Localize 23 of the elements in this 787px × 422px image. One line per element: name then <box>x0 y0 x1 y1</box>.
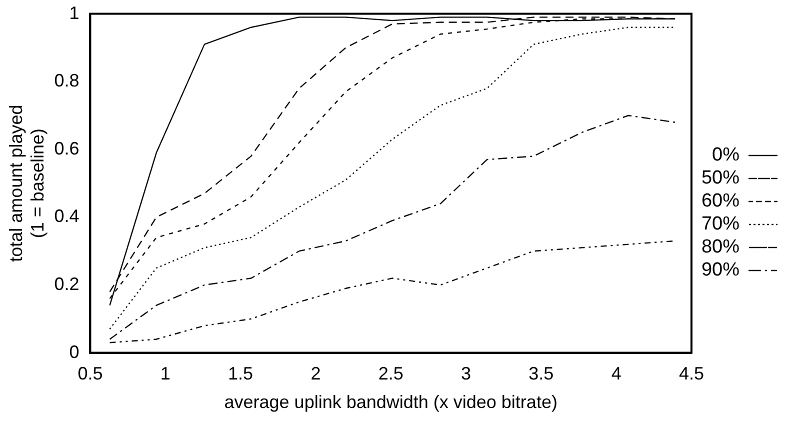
x-tick-label: 1 <box>160 364 170 384</box>
y-tick-label: 0.6 <box>54 138 80 158</box>
y-tick-label: 0 <box>69 342 80 362</box>
x-tick-label: 1.5 <box>228 364 254 384</box>
x-tick-label: 3.5 <box>528 364 554 384</box>
y-axis-title: total amount played (1 = baseline) <box>6 104 48 262</box>
legend-label: 80% <box>701 236 740 258</box>
x-tick-label: 3 <box>460 364 472 384</box>
x-tick-label: 2.5 <box>378 364 404 384</box>
x-tick-label: 0.5 <box>78 364 103 384</box>
x-axis-title: average uplink bandwidth (x video bitrate) <box>224 392 558 412</box>
legend-label: 90% <box>701 260 740 281</box>
y-tick-label: 0.8 <box>54 70 80 91</box>
legend-label: 60% <box>701 190 740 212</box>
x-tick-label: 4 <box>611 364 622 384</box>
y-tick-label: 1 <box>69 2 80 23</box>
y-tick-label: 0.4 <box>54 206 80 226</box>
legend-label: 70% <box>701 214 740 235</box>
x-tick-label: 2 <box>310 364 321 384</box>
legend-label: 50% <box>701 168 740 189</box>
x-tick-label: 4.5 <box>678 364 704 384</box>
y-tick-label: 0.2 <box>54 274 80 294</box>
legend-label: 0% <box>712 144 740 166</box>
